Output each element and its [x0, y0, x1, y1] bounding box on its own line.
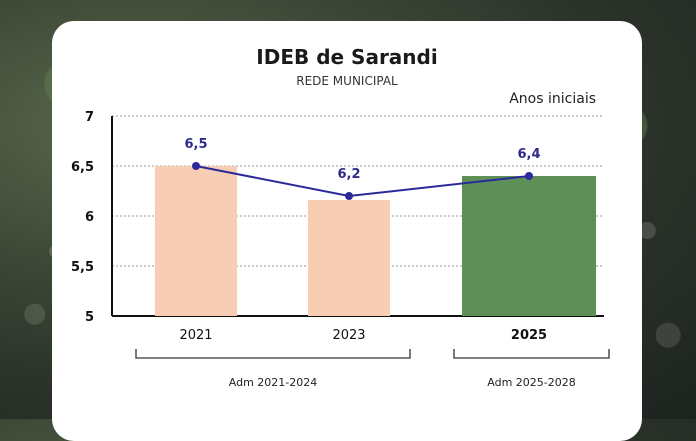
- data-point: [192, 162, 200, 170]
- bar-2023: [308, 200, 390, 316]
- y-tick-label: 5,5: [71, 260, 94, 275]
- data-point: [525, 172, 533, 180]
- x-tick-label: 2021: [179, 328, 212, 343]
- x-tick-label: 2025: [511, 328, 547, 343]
- y-tick-label: 6,5: [71, 160, 94, 175]
- data-point: [345, 192, 353, 200]
- data-label: 6,2: [337, 167, 360, 182]
- bar-chart: 7 6,5 6 5,5 5 6,5 6,2 6,4 2021 2023 2025 Adm 2021-2…: [71, 110, 610, 389]
- y-tick-label: 7: [85, 110, 94, 125]
- series-label: Anos iniciais: [509, 91, 596, 107]
- data-label: 6,4: [517, 147, 540, 162]
- chart-card: IDEB de Sarandi REDE MUNICIPAL Anos inic…: [52, 21, 642, 441]
- chart-subtitle: REDE MUNICIPAL: [296, 74, 398, 88]
- data-label: 6,5: [184, 137, 207, 152]
- period-bracket: [135, 349, 411, 359]
- bar-2021: [155, 166, 237, 316]
- bar-2025: [462, 176, 596, 316]
- period-label: Adm 2021-2024: [229, 376, 317, 389]
- period-label: Adm 2025-2028: [487, 376, 575, 389]
- y-tick-label: 5: [85, 310, 94, 325]
- period-bracket: [453, 349, 610, 359]
- y-tick-label: 6: [85, 210, 94, 225]
- chart-title: IDEB de Sarandi: [256, 45, 438, 69]
- x-tick-label: 2023: [332, 328, 365, 343]
